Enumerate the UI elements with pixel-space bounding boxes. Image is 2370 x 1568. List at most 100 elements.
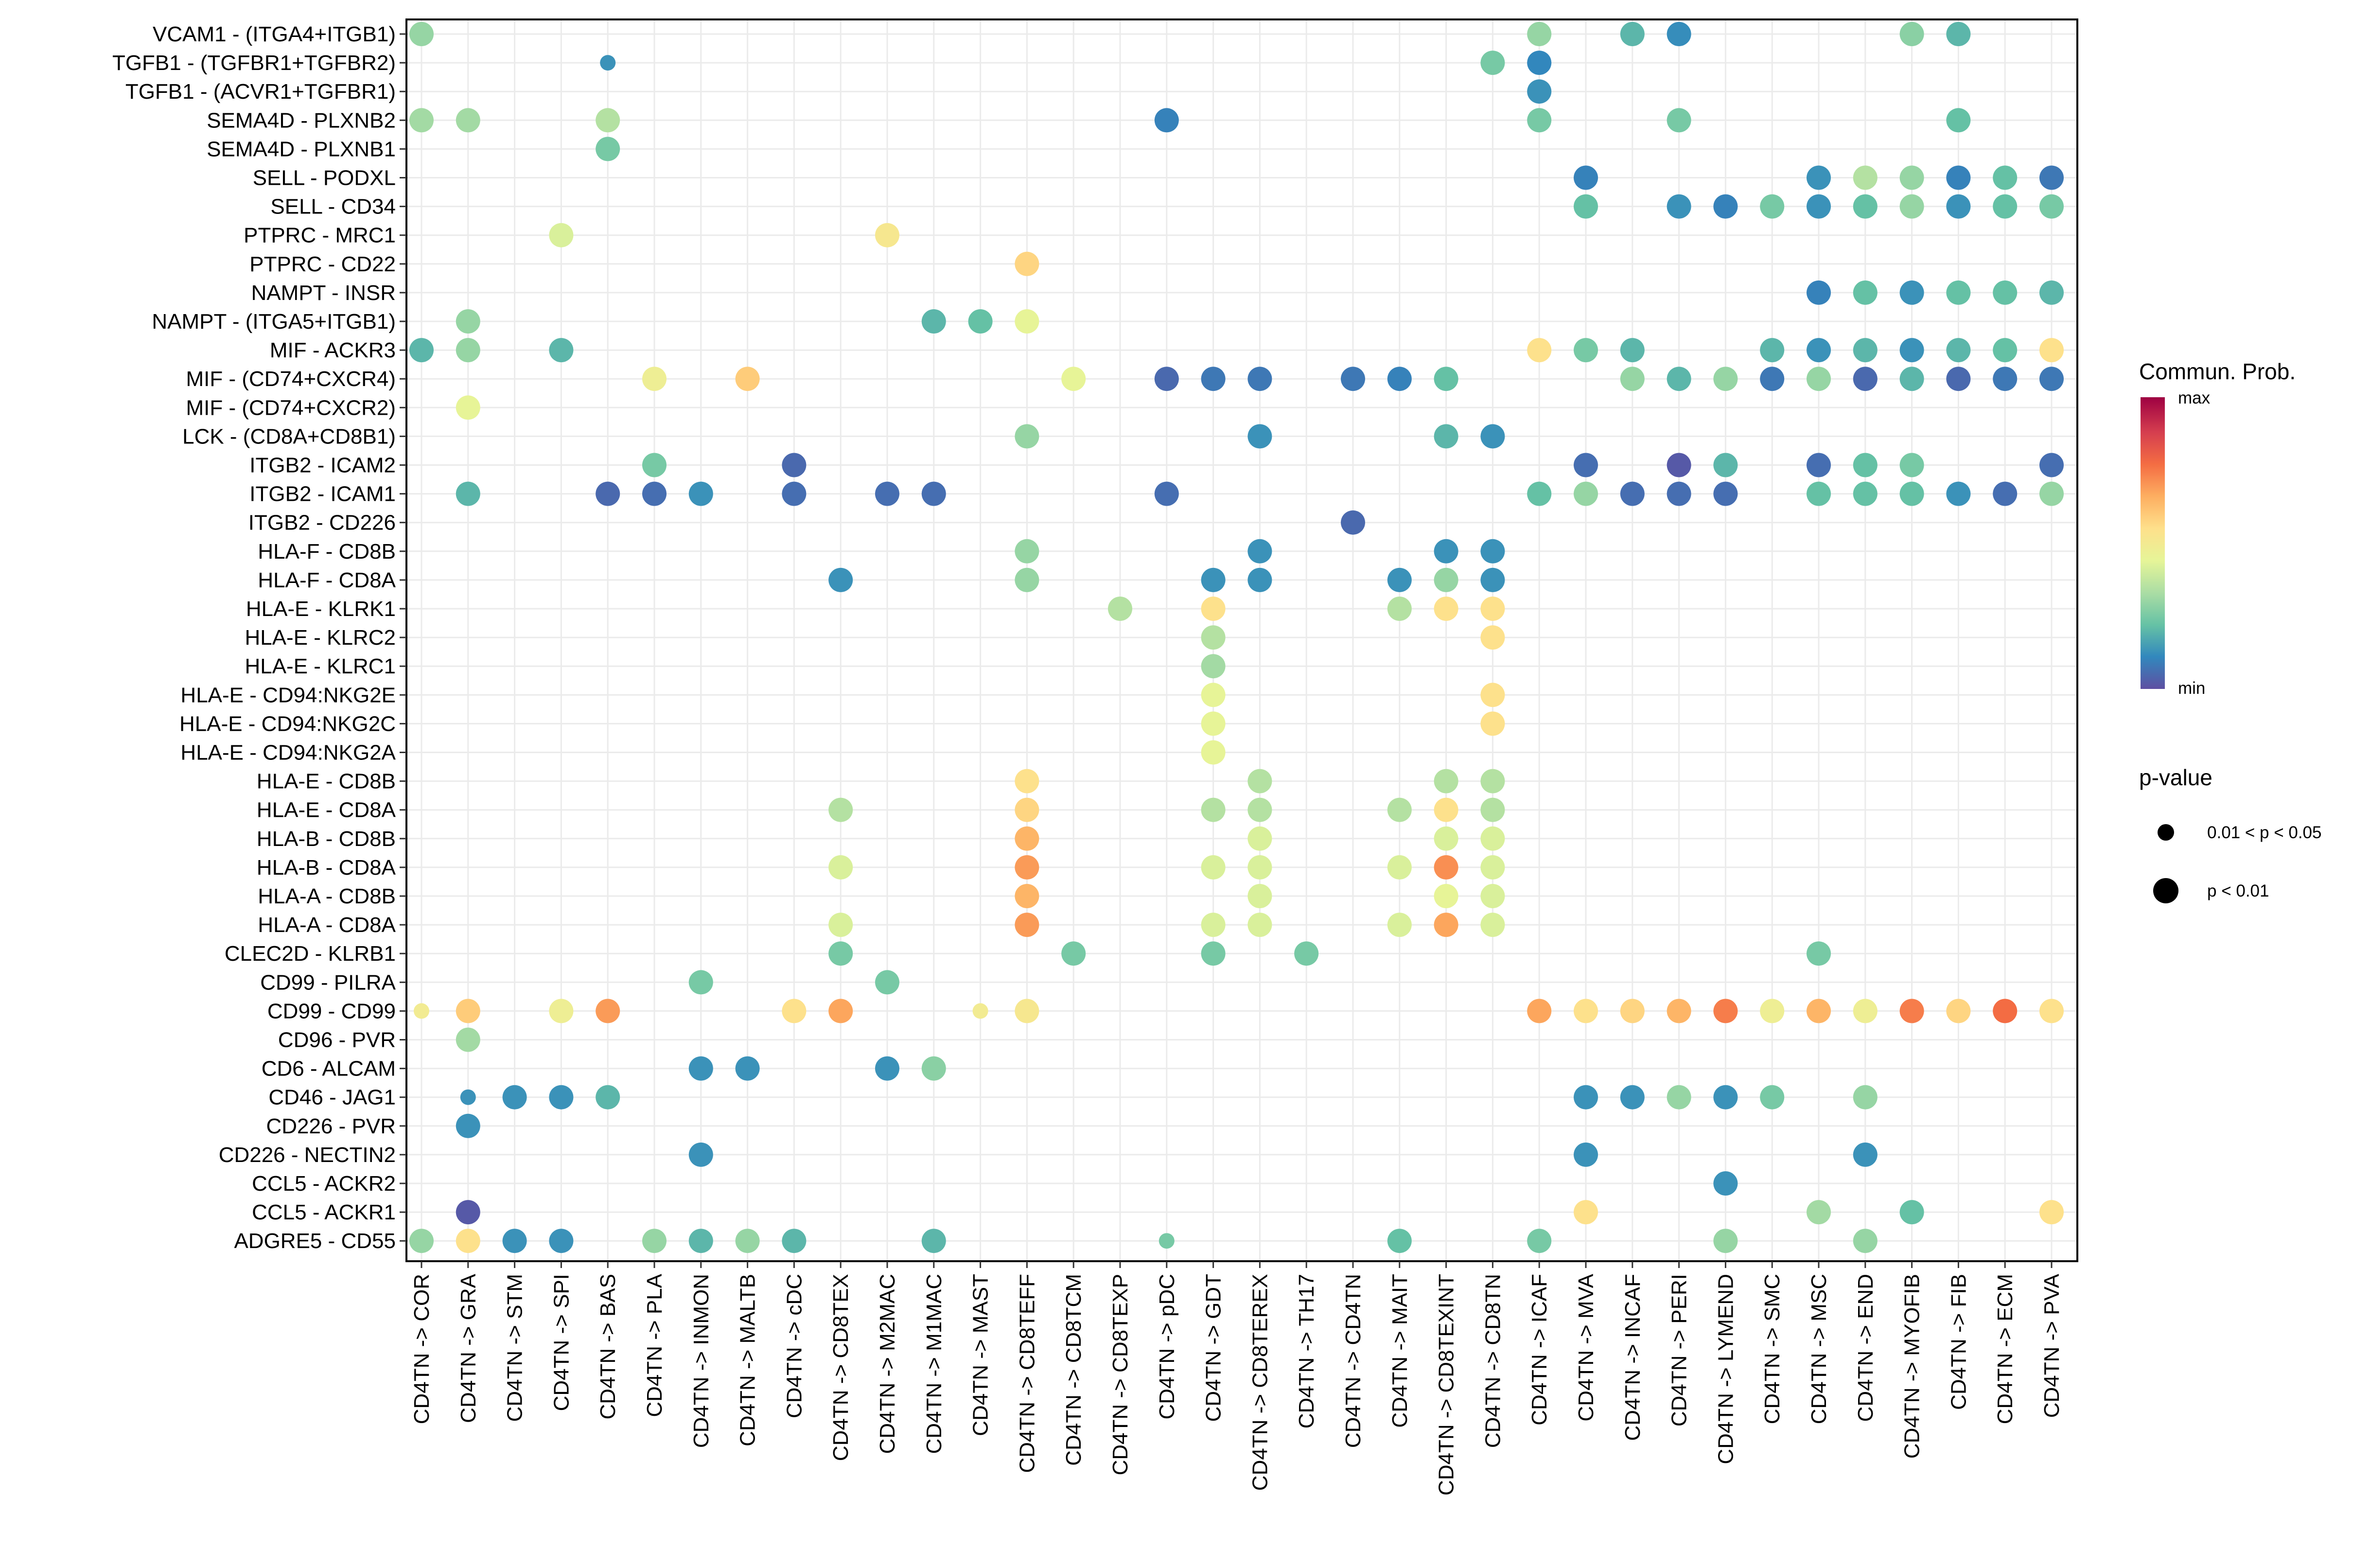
data-point xyxy=(921,481,946,506)
data-point xyxy=(642,453,667,477)
x-tick-label: CD4TN -> INCAF xyxy=(1621,1274,1645,1441)
data-point xyxy=(456,481,480,506)
data-point xyxy=(1946,22,1971,46)
data-point xyxy=(875,223,899,247)
data-point xyxy=(1853,165,1878,190)
data-point xyxy=(1899,481,1924,506)
data-point xyxy=(456,1229,480,1253)
data-point xyxy=(1527,481,1552,506)
data-point xyxy=(1201,711,1226,736)
x-tick-label: CD4TN -> pDC xyxy=(1155,1274,1179,1420)
data-point xyxy=(1853,280,1878,305)
data-point xyxy=(1015,309,1039,334)
y-tick-label: MIF - (CD74+CXCR4) xyxy=(186,367,396,391)
y-tick-label: LCK - (CD8A+CD8B1) xyxy=(182,424,396,448)
data-point xyxy=(1713,999,1738,1023)
data-point xyxy=(1574,453,1598,477)
data-point xyxy=(1620,481,1645,506)
data-point xyxy=(921,309,946,334)
data-point xyxy=(1853,1142,1878,1167)
data-point xyxy=(1434,539,1458,564)
data-point xyxy=(1201,683,1226,707)
y-tick-label: SEMA4D - PLXNB2 xyxy=(207,108,396,132)
data-point xyxy=(1247,367,1272,391)
y-tick-label: VCAM1 - (ITGA4+ITGB1) xyxy=(153,22,396,46)
size-legend-title: p-value xyxy=(2139,765,2212,790)
x-tick-label: CD4TN -> MSC xyxy=(1807,1274,1831,1424)
data-point xyxy=(1247,539,1272,564)
y-tick-label: MIF - (CD74+CXCR2) xyxy=(186,396,396,420)
data-points xyxy=(409,22,2064,1253)
y-tick-label: CLEC2D - KLRB1 xyxy=(225,942,396,966)
data-point xyxy=(1201,625,1226,650)
x-tick-label: CD4TN -> GDT xyxy=(1202,1274,1226,1422)
x-tick-label: CD4TN -> PVA xyxy=(2040,1273,2064,1418)
data-point xyxy=(1527,999,1552,1023)
data-point xyxy=(1899,1200,1924,1225)
data-point xyxy=(1480,711,1505,736)
data-point xyxy=(1387,367,1412,391)
color-legend-bar xyxy=(2141,397,2165,689)
data-point xyxy=(1993,165,2018,190)
size-legend-large-label: p < 0.01 xyxy=(2207,881,2269,900)
x-tick-label: CD4TN -> MVA xyxy=(1574,1273,1598,1421)
data-point xyxy=(1480,683,1505,707)
x-tick-label: CD4TN -> LYMEND xyxy=(1714,1274,1738,1464)
y-tick-label: HLA-E - CD8B xyxy=(257,770,396,793)
data-point xyxy=(1480,539,1505,564)
y-tick-label: HLA-E - CD8A xyxy=(257,798,396,822)
data-point xyxy=(1853,481,1878,506)
x-tick-label: CD4TN -> M2MAC xyxy=(876,1274,899,1454)
data-point xyxy=(1434,826,1458,851)
data-point xyxy=(1061,941,1086,966)
y-tick-label: HLA-E - CD94:NKG2E xyxy=(180,683,396,707)
data-point xyxy=(456,1113,480,1138)
x-tick-label: CD4TN -> MAIT xyxy=(1388,1274,1412,1428)
data-point xyxy=(972,1003,988,1019)
data-point xyxy=(502,1085,527,1110)
y-tick-label: PTPRC - MRC1 xyxy=(244,224,396,247)
data-point xyxy=(502,1229,527,1253)
y-tick-label: HLA-E - CD94:NKG2A xyxy=(180,741,396,765)
data-point xyxy=(1015,567,1039,592)
data-point xyxy=(409,108,434,133)
data-point xyxy=(875,481,899,506)
data-point xyxy=(1247,884,1272,908)
data-point xyxy=(968,309,993,334)
data-point xyxy=(2039,367,2064,391)
data-point xyxy=(1574,165,1598,190)
x-tick-label: CD4TN -> PLA xyxy=(643,1273,667,1417)
data-point xyxy=(2039,165,2064,190)
data-point xyxy=(1480,855,1505,880)
data-point xyxy=(409,338,434,363)
data-point xyxy=(1247,424,1272,449)
data-point xyxy=(460,1089,476,1105)
color-legend-min-label: min xyxy=(2178,679,2205,698)
data-point xyxy=(1574,1200,1598,1225)
data-point xyxy=(596,481,620,506)
data-point xyxy=(1061,367,1086,391)
y-tick-label: NAMPT - INSR xyxy=(251,281,396,305)
data-point xyxy=(596,999,620,1023)
data-point xyxy=(1946,194,1971,219)
data-point xyxy=(1760,367,1785,391)
data-point xyxy=(1853,194,1878,219)
data-point xyxy=(2039,1200,2064,1225)
data-point xyxy=(1713,1085,1738,1110)
data-point xyxy=(1946,999,1971,1023)
data-point xyxy=(1015,913,1039,937)
data-point xyxy=(1713,194,1738,219)
data-point xyxy=(1015,855,1039,880)
y-tick-label: CD96 - PVR xyxy=(278,1028,396,1052)
data-point xyxy=(782,481,807,506)
data-point xyxy=(1713,481,1738,506)
data-point xyxy=(1899,338,1924,363)
y-tick-label: HLA-E - KLRK1 xyxy=(246,597,396,621)
y-tick-label: TGFB1 - (ACVR1+TGFBR1) xyxy=(125,80,396,104)
data-point xyxy=(1574,194,1598,219)
x-tick-label: CD4TN -> COR xyxy=(410,1274,434,1424)
data-point xyxy=(1993,280,2018,305)
data-point xyxy=(1807,481,1831,506)
data-point xyxy=(735,367,760,391)
